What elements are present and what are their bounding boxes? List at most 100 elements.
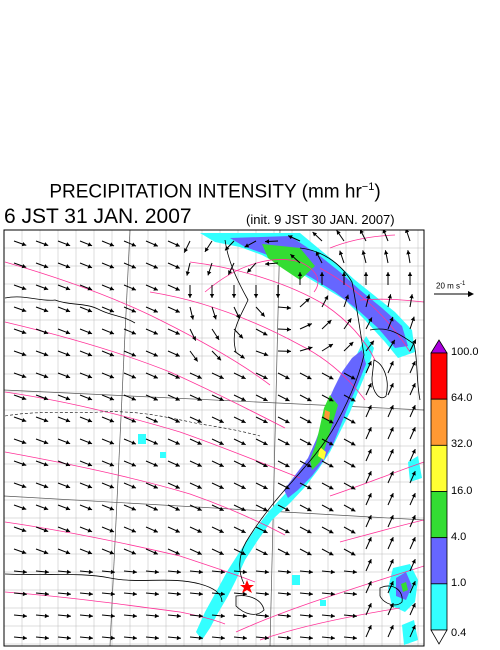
wind-arrow-head (225, 245, 230, 251)
wind-arrow-head (326, 320, 332, 325)
wind-arrow-head (87, 308, 93, 313)
wind-arrow-head (219, 550, 224, 555)
coastline-island-south (235, 595, 265, 615)
title-main-text: PRECIPITATION INTENSITY (mm hr (49, 181, 362, 203)
wind-arrow-head (264, 591, 269, 597)
wind-arrow-head (209, 294, 215, 298)
wind-arrow-head (241, 462, 246, 467)
wind-arrow-head (290, 254, 295, 259)
streamline-11 (259, 607, 401, 641)
wind-arrow-head (154, 635, 159, 641)
wind-arrow-head (109, 462, 115, 467)
wind-arrow-head (275, 294, 281, 298)
wind-arrow-head (284, 397, 290, 402)
wind-arrow-head (312, 232, 318, 237)
wind-arrow-head (88, 591, 93, 597)
wind-arrow-head (212, 314, 217, 320)
wind-arrow-head (110, 591, 115, 597)
wind-arrow-head (264, 613, 269, 619)
wind-arrow-head (350, 419, 356, 424)
wind-arrow-head (88, 569, 93, 575)
wind-arrow-head (338, 250, 344, 256)
precip-core-coastal-heavy (310, 395, 338, 470)
wind-arrow-head (43, 528, 49, 533)
streamline-5 (4, 521, 256, 583)
graticule-line (4, 495, 424, 521)
precip-cell-southeast-heavy (401, 582, 408, 592)
wind-arrow-head (389, 625, 394, 630)
wind-arrow-head (328, 419, 334, 424)
coastline-island-east (371, 359, 388, 399)
wind-arrow-head (197, 462, 202, 467)
wind-arrow-head (411, 493, 416, 498)
wind-arrow-head (389, 581, 394, 586)
colorbar-underflow-triangle (430, 629, 448, 645)
wind-arrow-head (21, 373, 27, 379)
wind-arrow-head (197, 396, 202, 401)
wind-arrow-head (175, 550, 180, 555)
colorbar-swatch (430, 537, 448, 585)
wind-arrow-head (187, 294, 193, 298)
wind-arrow-head (220, 569, 225, 575)
wind-arrow-head (21, 483, 27, 489)
graticule-line (4, 389, 424, 411)
wind-arrow-head (411, 383, 416, 388)
wind-arrow-head (264, 635, 269, 641)
wind-arrow-head (197, 374, 202, 379)
streamline-1 (4, 261, 271, 386)
wind-arrow-head (219, 462, 224, 467)
coastline-north (4, 296, 136, 324)
wind-arrow-head (411, 471, 416, 476)
wind-arrow-head (153, 462, 158, 467)
wind-arrow-head (262, 331, 268, 336)
wind-arrow-head (66, 569, 71, 575)
colorbar-swatch (430, 583, 448, 631)
wind-arrow-head (241, 550, 246, 555)
wind-arrow-head (87, 330, 93, 335)
wind-arrow-head (315, 251, 320, 257)
wind-arrow-head (43, 484, 49, 489)
wind-arrow-head (153, 352, 158, 357)
wind-arrow-head (131, 264, 136, 269)
wind-arrow-head (263, 529, 268, 533)
wind-arrow-head (286, 591, 291, 597)
wind-arrow-head (241, 440, 246, 445)
wind-arrow-head (330, 613, 335, 619)
wind-arrow-head (197, 440, 202, 445)
wind-arrow-head (265, 261, 270, 267)
wind-arrow-head (384, 250, 389, 255)
wind-arrow-head (131, 484, 136, 489)
graticule-line (109, 230, 131, 646)
colorbar-overflow-triangle (430, 339, 448, 354)
wind-arrow-head (352, 613, 357, 619)
wind-arrow-head (109, 286, 115, 291)
wind-arrow-head (219, 374, 224, 379)
wind-arrow-head (65, 286, 71, 291)
colorbar-swatch (430, 444, 448, 492)
wind-arrow-head (204, 247, 209, 252)
wind-arrow-head (409, 294, 414, 299)
wind-arrow-head (350, 507, 356, 512)
wind-arrow-head (319, 272, 325, 276)
wind-arrow-head (284, 551, 290, 556)
wind-arrow-head (197, 506, 202, 511)
wind-arrow-head (175, 396, 180, 401)
wind-arrow-head (87, 550, 93, 555)
colorbar (430, 339, 448, 645)
wind-arrow-head (175, 264, 180, 269)
wind-arrow-head (219, 484, 224, 489)
wind-arrow-head (411, 603, 416, 608)
wind-arrow-head (350, 441, 356, 446)
wind-arrow-head (286, 613, 291, 619)
wind-arrow-head (307, 323, 312, 328)
wind-arrow-head (242, 591, 247, 597)
wind-arrow-head (198, 591, 203, 597)
wind-arrow-head (44, 569, 49, 575)
wind-arrow-head (389, 515, 394, 520)
wind-arrow-head (242, 613, 247, 619)
streamline-8 (189, 261, 376, 361)
colorbar-label: 1.0 (451, 576, 467, 589)
wind-arrow-head (109, 418, 115, 423)
wind-arrow-head (109, 550, 115, 555)
